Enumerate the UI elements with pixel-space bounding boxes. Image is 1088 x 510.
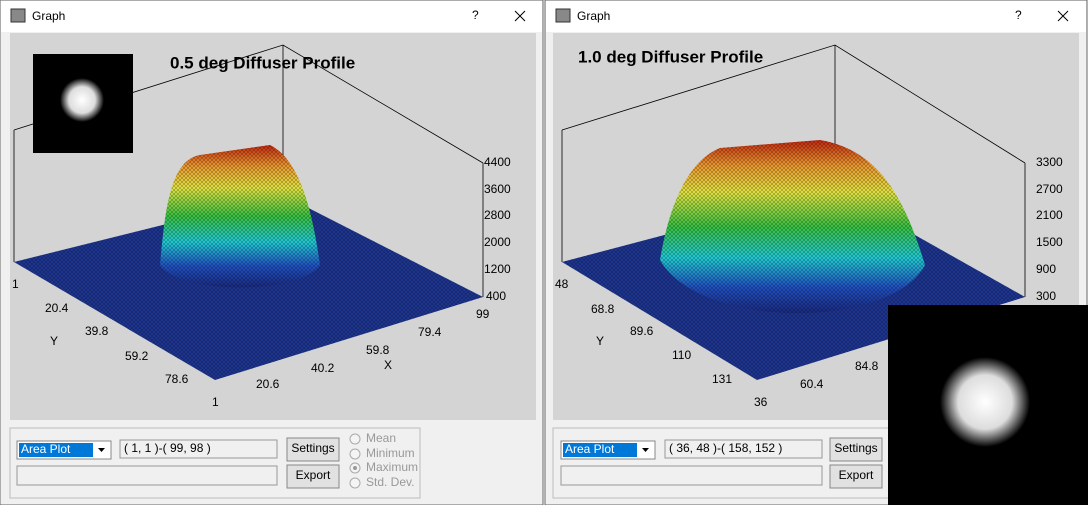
y-tick-label: 110 bbox=[672, 348, 691, 362]
radio-dot bbox=[353, 466, 357, 470]
window: Graph ? 0.5 deg Diffuser Profile 4400 36… bbox=[0, 0, 544, 506]
z-tick-label: 1200 bbox=[484, 262, 511, 276]
radio-label: Maximum bbox=[366, 460, 418, 474]
range-field bbox=[119, 439, 278, 459]
y-tick-label: 20.4 bbox=[45, 301, 69, 315]
export-button[interactable] bbox=[286, 464, 340, 489]
z-tick-label: 3300 bbox=[1036, 155, 1063, 169]
title-bar bbox=[546, 1, 1086, 32]
inset-spot bbox=[940, 357, 1030, 447]
surface-mesh bbox=[14, 195, 483, 380]
close-button[interactable] bbox=[1057, 10, 1069, 22]
z-tick-label: 900 bbox=[1036, 262, 1056, 276]
radio[interactable] bbox=[349, 448, 361, 460]
y-tick-label: 59.2 bbox=[125, 349, 149, 363]
help-button[interactable]: ? bbox=[1015, 8, 1022, 22]
y-tick-label: 1 bbox=[12, 277, 19, 291]
range-field bbox=[664, 439, 823, 459]
window-title: Graph bbox=[577, 9, 610, 23]
plot-title: 1.0 deg Diffuser Profile bbox=[578, 47, 763, 66]
export-button[interactable] bbox=[829, 464, 883, 489]
dropdown-arrow bbox=[642, 448, 649, 452]
surface-peak-mesh bbox=[660, 140, 925, 314]
range-text: ( 1, 1 )-( 99, 98 ) bbox=[124, 441, 211, 455]
x-tick-label: 40.2 bbox=[311, 361, 335, 375]
z-tick-label: 4400 bbox=[484, 155, 511, 169]
plot-title: 0.5 deg Diffuser Profile bbox=[170, 53, 355, 72]
button-label: Settings bbox=[291, 441, 334, 455]
x-axis-label: X bbox=[384, 358, 392, 372]
window-title: Graph bbox=[32, 9, 65, 23]
window: Graph ? 1.0 deg Diffuser Profile 3300 27… bbox=[544, 0, 1088, 506]
inset-spot bbox=[60, 78, 104, 122]
close-button[interactable] bbox=[514, 10, 526, 22]
radio-label: Mean bbox=[366, 431, 396, 445]
surface-peak-mesh bbox=[160, 145, 320, 288]
x-tick-label: 79.4 bbox=[418, 325, 442, 339]
radio[interactable] bbox=[349, 477, 361, 489]
range-text: ( 36, 48 )-( 158, 152 ) bbox=[669, 441, 782, 455]
z-tick-label: 300 bbox=[1036, 289, 1056, 303]
settings-button[interactable] bbox=[286, 437, 340, 462]
dropdown-selection bbox=[19, 443, 93, 457]
z-tick-label: 400 bbox=[486, 289, 506, 303]
x-tick-label: 1 bbox=[212, 395, 219, 409]
status-field bbox=[560, 465, 823, 486]
z-tick-label: 2700 bbox=[1036, 182, 1063, 196]
title-bar bbox=[1, 1, 542, 32]
y-axis-label: Y bbox=[50, 334, 58, 348]
x-tick-label: 20.6 bbox=[256, 377, 280, 391]
y-tick-label: 78.6 bbox=[165, 372, 189, 386]
y-tick-label: 89.6 bbox=[630, 324, 654, 338]
button-label: Settings bbox=[834, 441, 877, 455]
dropdown-text: Area Plot bbox=[21, 442, 71, 456]
dropdown-selection bbox=[563, 443, 637, 457]
x-tick-label: 60.4 bbox=[800, 377, 824, 391]
x-tick-label: 59.8 bbox=[366, 343, 390, 357]
status-field bbox=[16, 465, 278, 486]
x-tick-label: 84.8 bbox=[855, 359, 879, 373]
x-tick-label: 36 bbox=[754, 395, 768, 409]
button-label: Export bbox=[296, 468, 331, 482]
plot-box bbox=[561, 44, 1026, 297]
radio-label: Minimum bbox=[366, 446, 415, 460]
plot-box bbox=[13, 44, 484, 297]
y-tick-label: 39.8 bbox=[85, 324, 109, 338]
help-button[interactable]: ? bbox=[472, 8, 479, 22]
app-icon bbox=[10, 8, 26, 23]
y-tick-label: 48 bbox=[555, 277, 569, 291]
y-tick-label: 131 bbox=[712, 372, 732, 386]
z-tick-label: 2100 bbox=[1036, 208, 1063, 222]
x-tick-label: 99 bbox=[476, 307, 490, 321]
app-icon bbox=[555, 8, 571, 23]
dropdown-arrow bbox=[98, 448, 105, 452]
radio-label: Std. Dev. bbox=[366, 475, 414, 489]
control-panel bbox=[9, 427, 421, 499]
y-axis-label: Y bbox=[596, 334, 604, 348]
radio[interactable] bbox=[349, 433, 361, 445]
z-tick-label: 2000 bbox=[484, 235, 511, 249]
z-tick-label: 2800 bbox=[484, 208, 511, 222]
dropdown-text: Area Plot bbox=[565, 442, 615, 456]
y-tick-label: 68.8 bbox=[591, 302, 615, 316]
z-tick-label: 1500 bbox=[1036, 235, 1063, 249]
z-tick-label: 3600 bbox=[484, 182, 511, 196]
button-label: Export bbox=[839, 468, 874, 482]
settings-button[interactable] bbox=[829, 437, 883, 462]
